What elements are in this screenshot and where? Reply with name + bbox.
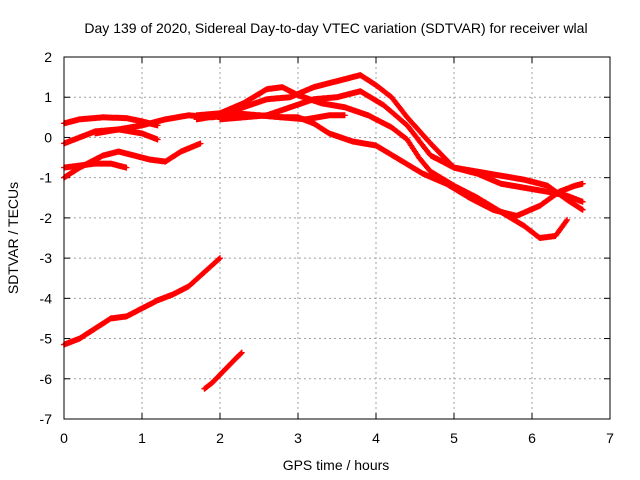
- series-markers: [61, 140, 204, 181]
- series-arc-4: [61, 140, 204, 181]
- y-tick-label: -6: [40, 371, 53, 387]
- y-tick-label: -2: [40, 210, 53, 226]
- x-tick-label: 2: [216, 430, 224, 446]
- y-tick-label: 1: [44, 89, 52, 105]
- y-tick-labels: -7 -6 -5 -4 -3 -2 -1 0 1 2: [40, 49, 53, 427]
- y-tick-label: -3: [40, 250, 53, 266]
- series-markers: [217, 88, 586, 205]
- x-tick-label: 1: [138, 430, 146, 446]
- x-tick-label: 4: [372, 430, 380, 446]
- data-series: [61, 72, 586, 392]
- series-arc-7: [193, 72, 586, 213]
- y-axis-label: SDTVAR / TECUs: [5, 182, 21, 294]
- y-tick-label: 0: [44, 129, 52, 145]
- grid-lines: [64, 57, 610, 419]
- series-markers: [201, 349, 245, 392]
- plot-frame: [63, 56, 611, 420]
- series-markers: [232, 112, 586, 219]
- x-tick-label: 3: [294, 430, 302, 446]
- y-tick-label: -5: [40, 331, 53, 347]
- x-tick-label: 7: [606, 430, 614, 446]
- y-tick-label: -1: [40, 170, 53, 186]
- axis-ticks: [63, 56, 611, 420]
- x-tick-label: 0: [60, 430, 68, 446]
- x-tick-labels: 0 1 2 3 4 5 6 7: [60, 430, 614, 446]
- series-arc-11: [201, 349, 245, 392]
- chart-title: Day 139 of 2020, Sidereal Day-to-day VTE…: [84, 20, 587, 36]
- y-tick-label: -4: [40, 290, 53, 306]
- x-axis-label: GPS time / hours: [283, 457, 390, 473]
- x-tick-label: 6: [528, 430, 536, 446]
- series-markers: [193, 72, 586, 213]
- y-tick-label: 2: [44, 49, 52, 65]
- series-arc-9: [232, 112, 586, 219]
- x-tick-label: 5: [450, 430, 458, 446]
- series-arc-8: [217, 88, 586, 205]
- y-tick-label: -7: [40, 411, 53, 427]
